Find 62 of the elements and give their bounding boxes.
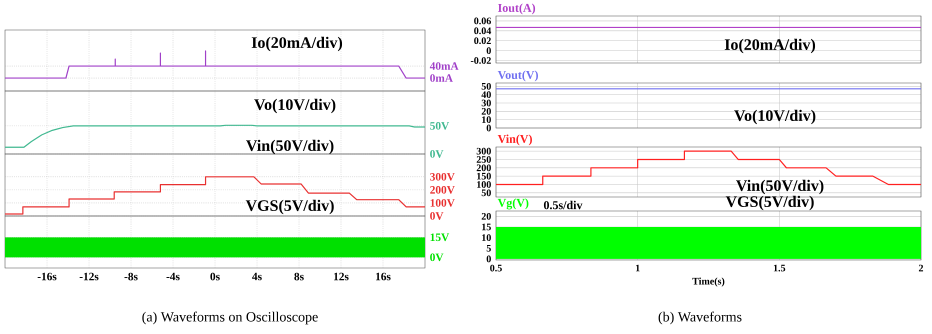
y-tick-label: 30 <box>482 100 491 106</box>
x-tick-label: 2 <box>918 264 924 272</box>
annotation: VGS(5V/div) <box>246 200 334 214</box>
x-tick-label: 8s <box>294 272 304 280</box>
x-tick-label: -8s <box>124 272 138 280</box>
y-tick-label: 0mA <box>430 74 453 82</box>
annotation: VGS(5V/div) <box>726 196 814 210</box>
x-tick-label: 4s <box>252 272 262 280</box>
text: (a) Waveforms on Oscilloscope <box>142 312 318 324</box>
annotation: Vin(50V/div) <box>246 140 334 154</box>
y-tick-label: 0.04 <box>474 27 492 34</box>
x-tick-label: -4s <box>166 272 180 280</box>
y-tick-label: 50 <box>482 82 491 90</box>
text: 0.5s/div <box>544 200 582 210</box>
y-tick-label: 10 <box>482 234 491 241</box>
x-axis-title: Time(s) <box>692 278 724 287</box>
chart-title: Vin(V) <box>498 134 532 146</box>
y-tick-label: 300V <box>430 172 455 181</box>
y-tick-label: 10 <box>482 116 491 124</box>
annotation: Io(20mA/div) <box>724 38 816 54</box>
y-tick-label: 0.06 <box>474 18 491 24</box>
y-tick-label: 300 <box>476 148 491 155</box>
x-tick-label: -12s <box>80 272 98 280</box>
y-tick-label: 150 <box>477 172 491 180</box>
y-tick-label: 15 <box>482 224 491 230</box>
annotation: Vin(50V/div) <box>736 180 824 194</box>
x-tick-label: 1.5 <box>774 264 786 272</box>
y-tick-label: 0V <box>430 150 444 158</box>
chart-title: Iout(A) <box>498 4 536 14</box>
y-tick-label: 0V <box>430 253 444 262</box>
x-tick-label: -16s <box>38 272 56 280</box>
chart-title: Vout(V) <box>498 70 538 82</box>
annotation: Vo(10V/div) <box>734 110 816 124</box>
x-tick-label: 0s <box>210 272 220 280</box>
y-tick-label: -0.02 <box>470 57 491 64</box>
y-tick-label: 15V <box>430 233 450 242</box>
x-tick-label: 1 <box>636 264 640 272</box>
annotation: Io(20mA/div) <box>252 36 342 52</box>
y-tick-label: 200V <box>430 186 455 194</box>
y-tick-label: 0V <box>430 212 444 220</box>
y-tick-label: 0.02 <box>474 37 491 44</box>
x-tick-label: 0.5 <box>490 264 502 272</box>
text: (b) Waveforms <box>658 312 742 324</box>
y-tick-label: 0 <box>486 124 491 132</box>
y-tick-label: 250 <box>476 156 491 163</box>
y-tick-label: 50 <box>482 189 491 196</box>
y-tick-label: 100V <box>430 199 455 207</box>
x-tick-label: 12s <box>334 272 349 280</box>
line-series <box>5 50 425 79</box>
y-tick-label: 20 <box>482 212 491 220</box>
y-tick-label: 50V <box>430 122 450 130</box>
y-tick-label: 20 <box>482 108 491 115</box>
y-tick-label: 40mA <box>430 62 459 70</box>
y-tick-label: 0 <box>486 256 491 262</box>
y-tick-label: 200 <box>476 164 491 172</box>
chart-title: Vg(V) <box>498 198 528 210</box>
y-tick-label: 5 <box>486 244 491 252</box>
y-tick-label: 40 <box>481 91 491 98</box>
annotation: Vo(10V/div) <box>254 98 336 114</box>
x-tick-label: 16s <box>376 272 391 280</box>
y-tick-label: 100 <box>477 181 491 188</box>
y-tick-label: 0 <box>486 47 491 54</box>
